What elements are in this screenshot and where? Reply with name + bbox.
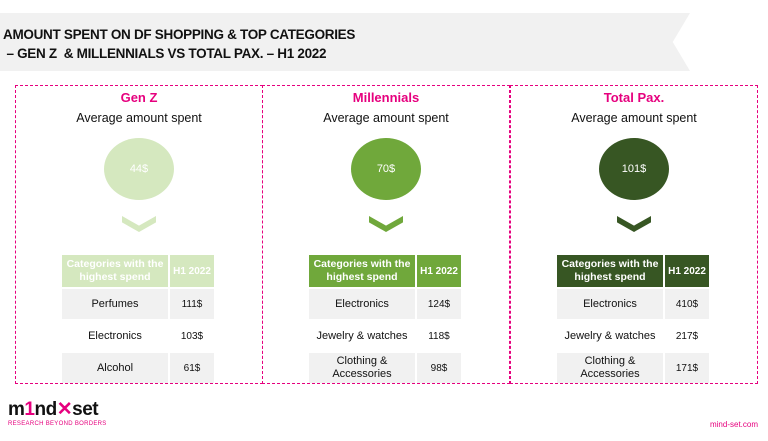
average-label: Average amount spent [323, 111, 449, 125]
category-cell: Clothing & Accessories [557, 353, 663, 383]
column-header-period: H1 2022 [665, 255, 709, 287]
average-circle: 70$ [351, 138, 421, 200]
title-line-1: AMOUNT SPENT ON DF SHOPPING & TOP CATEGO… [3, 27, 356, 42]
average-value: 44$ [129, 163, 149, 175]
value-cell: 217$ [675, 330, 699, 342]
value-cell: 124$ [417, 289, 461, 319]
average-label: Average amount spent [76, 111, 202, 125]
mindset-logo: m1nd✕set RESEARCH BEYOND BORDERS [8, 399, 107, 427]
value-cell: 103$ [180, 330, 204, 342]
panel-heading: Millennials [352, 90, 420, 105]
average-circle: 101$ [599, 138, 669, 200]
category-cell: Alcohol [62, 353, 168, 383]
category-cell: Electronics [309, 289, 415, 319]
table-row: Electronics 124$ [309, 289, 461, 319]
page-title: AMOUNT SPENT ON DF SHOPPING & TOP CATEGO… [3, 25, 355, 63]
value-cell: 118$ [428, 330, 450, 342]
average-label: Average amount spent [571, 111, 697, 125]
table-row: Perfumes 111$ [62, 289, 214, 319]
title-line-2: – GEN Z & MILLENNIALS VS TOTAL PAX. – H1… [3, 46, 327, 61]
category-cell: Jewelry & watches [564, 329, 656, 342]
logo-tagline: RESEARCH BEYOND BORDERS [8, 421, 107, 427]
category-cell: Electronics [88, 329, 142, 342]
column-header-category: Categories with the highest spend [62, 255, 168, 287]
category-cell: Jewelry & watches [316, 329, 408, 342]
panel-heading: Total Pax. [603, 90, 665, 105]
website-link[interactable]: mind-set.com [709, 420, 758, 429]
chevron-down-icon [122, 216, 156, 232]
table-row: Alcohol 61$ [62, 353, 214, 383]
categories-table: Categories with the highest spend H1 202… [555, 253, 711, 385]
title-banner [0, 13, 690, 71]
value-cell: 171$ [665, 353, 709, 383]
table-row: Electronics 410$ [557, 289, 709, 319]
panel-heading: Gen Z [120, 90, 158, 105]
category-cell: Clothing & Accessories [309, 353, 415, 383]
column-header-category: Categories with the highest spend [309, 255, 415, 287]
chevron-down-icon [369, 216, 403, 232]
value-cell: 111$ [170, 289, 214, 319]
column-header-category: Categories with the highest spend [557, 255, 663, 287]
average-value: 101$ [621, 163, 647, 175]
categories-table: Categories with the highest spend H1 202… [60, 253, 216, 385]
average-circle: 44$ [104, 138, 174, 200]
table-row: Electronics 103$ [62, 321, 214, 351]
value-cell: 98$ [417, 353, 461, 383]
categories-table: Categories with the highest spend H1 202… [307, 253, 463, 385]
value-cell: 410$ [665, 289, 709, 319]
column-header-period: H1 2022 [170, 255, 214, 287]
column-header-period: H1 2022 [417, 255, 461, 287]
category-cell: Electronics [557, 289, 663, 319]
category-cell: Perfumes [62, 289, 168, 319]
average-value: 70$ [376, 163, 396, 175]
table-row: Jewelry & watches 217$ [557, 321, 709, 351]
panel-genz: Gen Z Average amount spent 44$ Categorie… [15, 85, 263, 384]
table-row: Clothing & Accessories 171$ [557, 353, 709, 383]
value-cell: 61$ [170, 353, 214, 383]
panel-total: Total Pax. Average amount spent 101$ Cat… [510, 85, 758, 384]
table-row: Jewelry & watches 118$ [309, 321, 461, 351]
panel-millennials: Millennials Average amount spent 70$ Cat… [262, 85, 510, 384]
table-row: Clothing & Accessories 98$ [309, 353, 461, 383]
chevron-down-icon [617, 216, 651, 232]
